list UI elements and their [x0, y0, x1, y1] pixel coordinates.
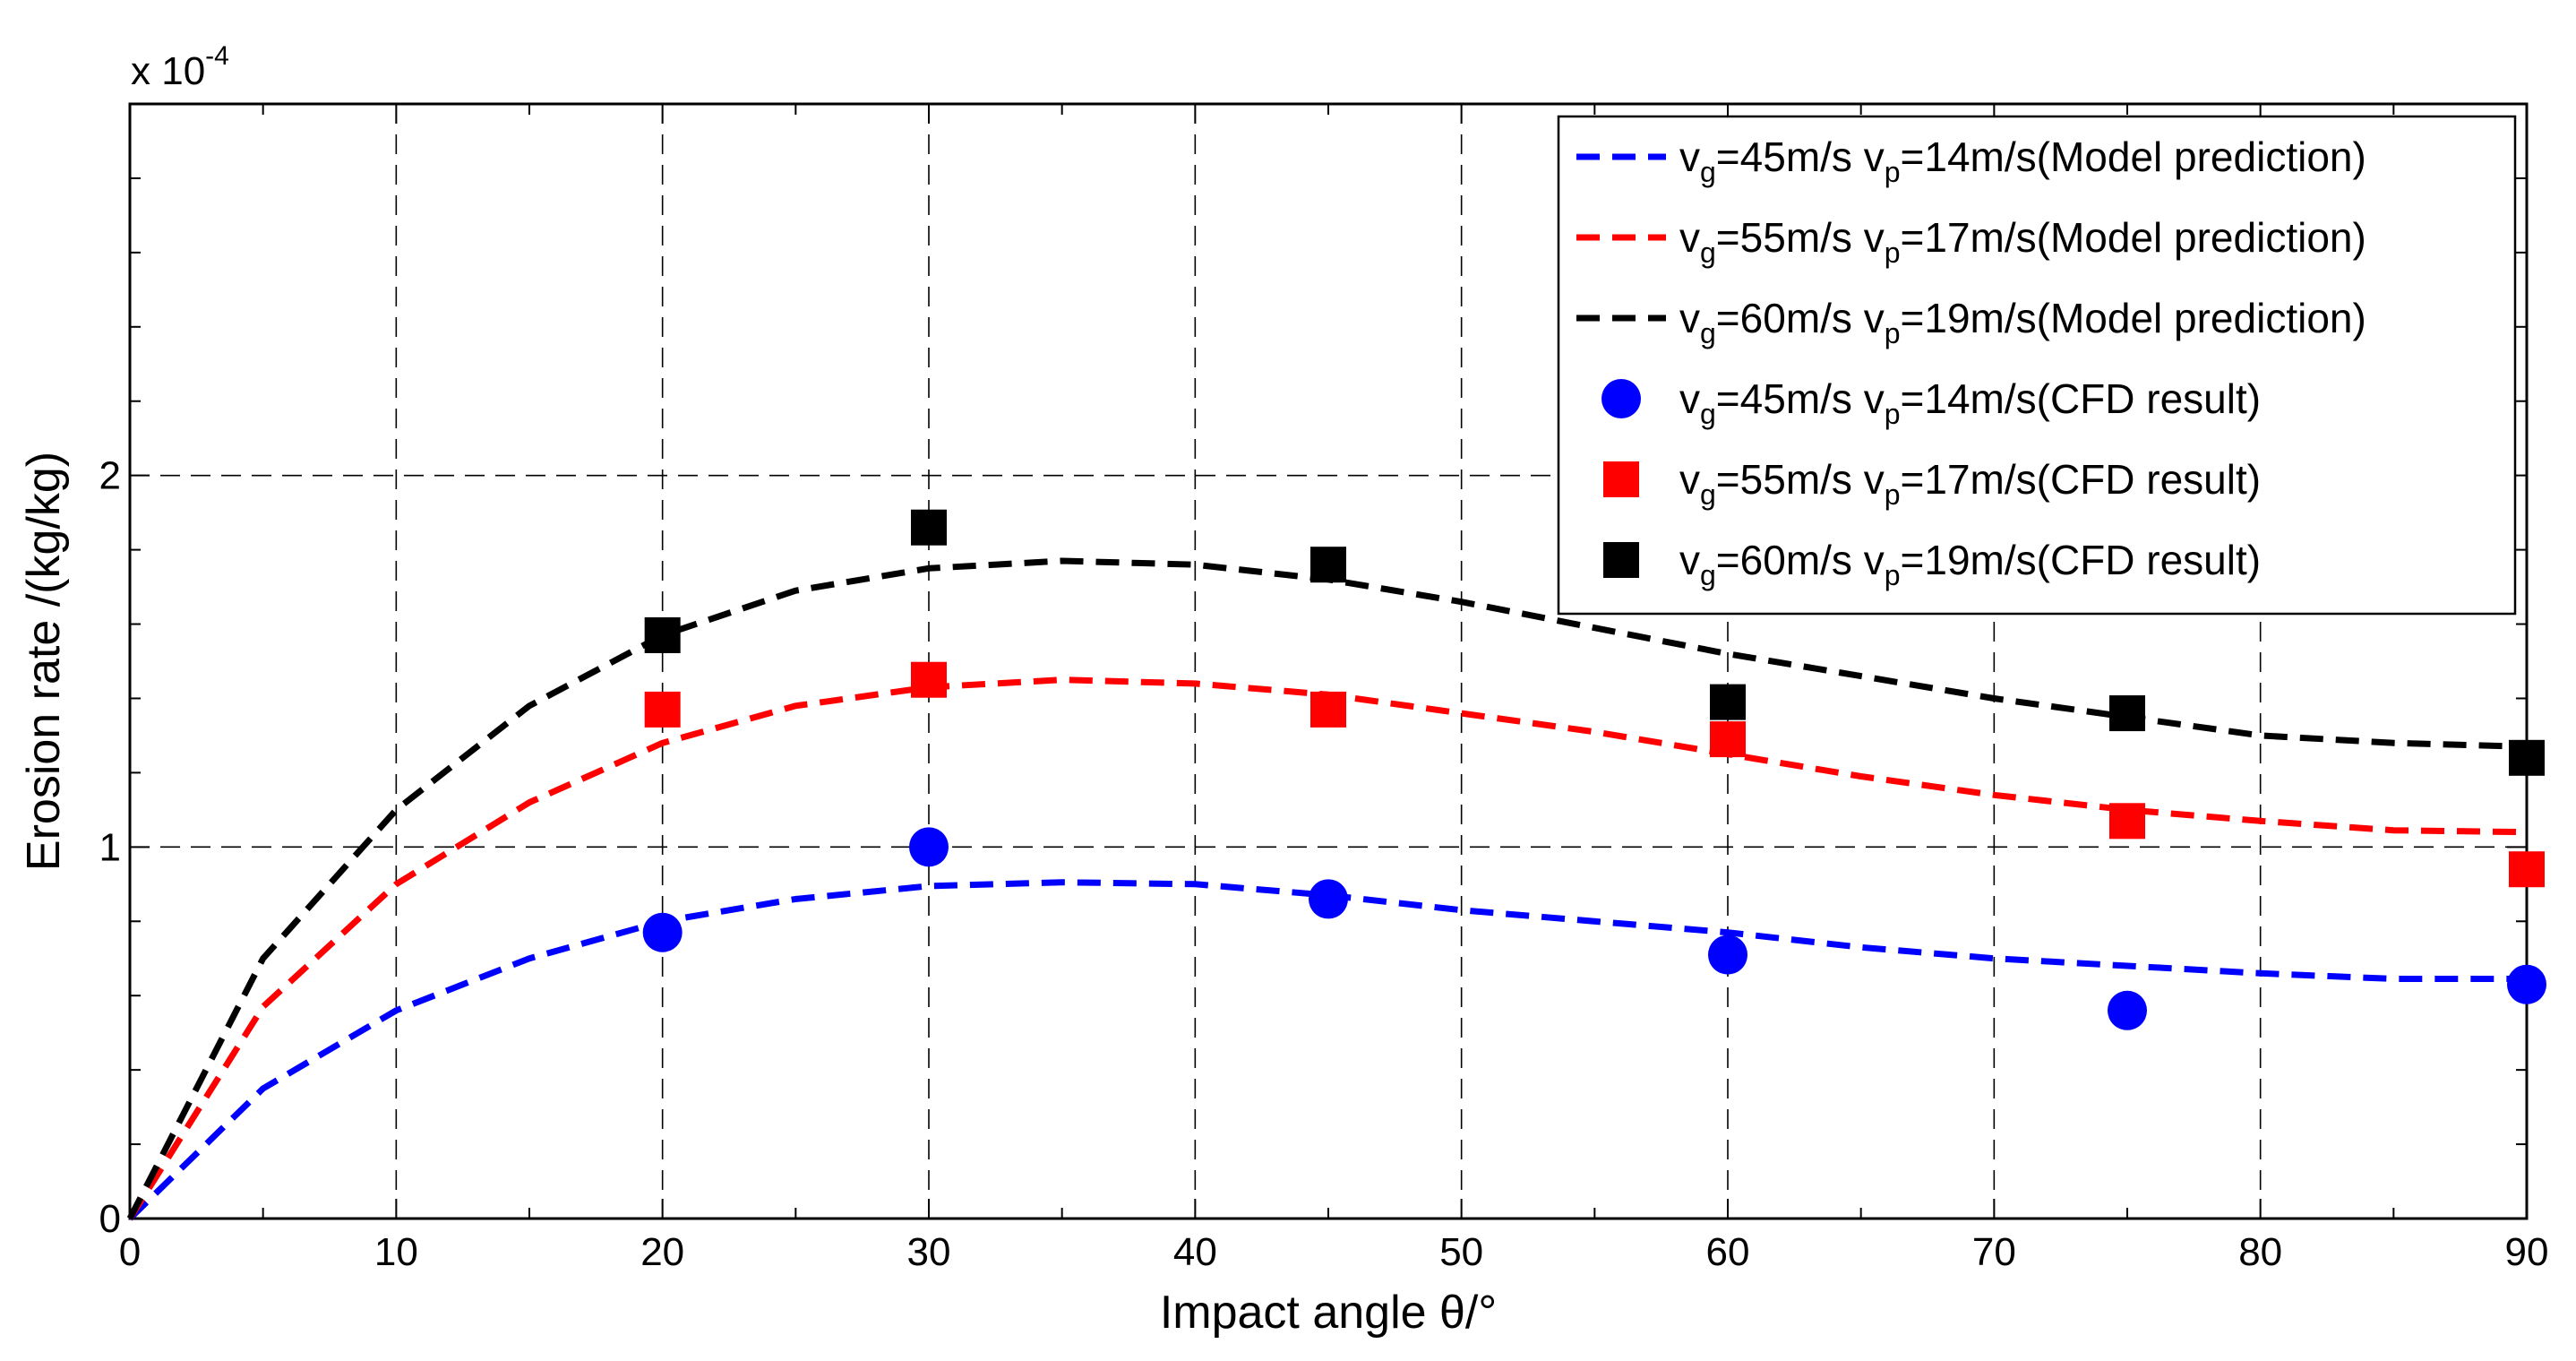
legend-entry: vg=45m/s vp=14m/s(CFD result): [1601, 375, 2261, 430]
x-tick-labels: 0 10 20 30 40 50 60 70 80 90: [119, 1230, 2549, 1274]
data-point: [911, 661, 947, 698]
x-axis-label: Impact angle θ/°: [1160, 1287, 1497, 1339]
legend-entry: vg=55m/s vp=17m/s(CFD result): [1603, 456, 2261, 511]
legend-label: vg=45m/s vp=14m/s(CFD result): [1679, 375, 2261, 430]
x-tick-label: 40: [1173, 1230, 1217, 1274]
data-point: [2108, 990, 2147, 1030]
legend-label: vg=55m/s vp=17m/s(Model prediction): [1679, 214, 2366, 269]
legend-box: [1557, 115, 2517, 616]
y-tick-label: 2: [99, 454, 121, 498]
legend-label: vg=55m/s vp=17m/s(CFD result): [1679, 456, 2261, 511]
x-tick-label: 90: [2505, 1230, 2549, 1274]
legend-entry: vg=60m/s vp=19m/s(CFD result): [1603, 537, 2261, 591]
x-tick-label: 60: [1706, 1230, 1750, 1274]
x-tick-label: 70: [1972, 1230, 2016, 1274]
data-point: [2109, 695, 2145, 732]
data-point: [2109, 803, 2145, 840]
data-point: [642, 912, 683, 952]
x-tick-label: 10: [374, 1230, 418, 1274]
legend-entry: vg=60m/s vp=19m/s(Model prediction): [1576, 295, 2366, 349]
legend-label: vg=60m/s vp=19m/s(CFD result): [1679, 537, 2261, 591]
legend-square-symbol: [1603, 542, 1639, 578]
legend-entry: vg=55m/s vp=17m/s(Model prediction): [1576, 214, 2366, 269]
plot-frame: [128, 102, 2529, 1220]
x-tick-label: 0: [119, 1230, 141, 1274]
data-point: [644, 616, 681, 653]
data-point: [2509, 739, 2545, 776]
data-point: [1708, 935, 1747, 975]
series-markers: [642, 509, 2546, 1030]
legend-label: vg=45m/s vp=14m/s(Model prediction): [1679, 134, 2366, 188]
data-point: [909, 827, 949, 867]
y-exponent-label: x 10-4: [131, 41, 229, 93]
legend-square-symbol: [1603, 461, 1639, 497]
data-point: [1309, 879, 1348, 919]
legend-label: vg=60m/s vp=19m/s(Model prediction): [1679, 295, 2366, 349]
x-tick-label: 20: [640, 1230, 684, 1274]
legend-entry: vg=45m/s vp=14m/s(Model prediction): [1576, 134, 2366, 188]
x-tick-label: 80: [2238, 1230, 2282, 1274]
legend: vg=45m/s vp=14m/s(Model prediction) vg=55…: [1557, 115, 2517, 616]
data-point: [1710, 721, 1746, 758]
y-axis-label: Erosion rate /(kg/kg): [18, 452, 70, 871]
x-tick-label: 50: [1439, 1230, 1483, 1274]
data-point: [1310, 547, 1346, 583]
data-point: [1310, 691, 1346, 728]
data-point: [911, 509, 947, 546]
x-tick-label: 30: [907, 1230, 951, 1274]
legend-circle-symbol: [1601, 379, 1641, 418]
y-tick-labels: 0 1 2: [99, 454, 121, 1241]
data-point: [2507, 964, 2546, 1004]
data-point: [2509, 851, 2545, 888]
y-tick-label: 0: [99, 1197, 121, 1241]
y-tick-label: 1: [99, 825, 121, 869]
data-point: [644, 691, 681, 728]
data-point: [1710, 684, 1746, 720]
